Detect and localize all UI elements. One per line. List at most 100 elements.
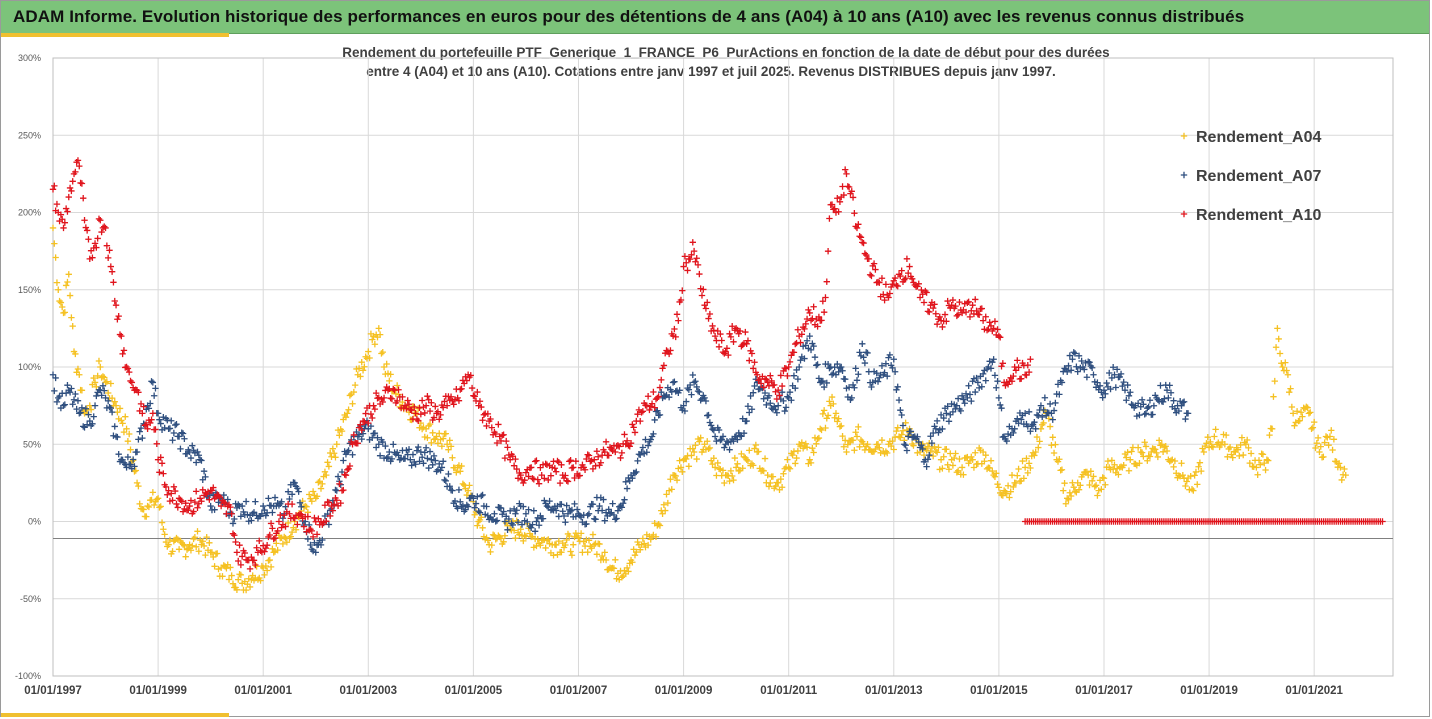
data-point — [648, 400, 656, 407]
data-point — [143, 513, 150, 520]
data-point — [996, 401, 1004, 409]
data-point — [206, 496, 213, 503]
data-point — [975, 311, 983, 318]
data-point — [715, 343, 723, 350]
data-point — [171, 487, 179, 495]
data-point — [270, 549, 277, 556]
data-point — [722, 348, 729, 355]
data-point — [1039, 413, 1046, 421]
data-point — [233, 549, 241, 556]
data-point — [97, 363, 104, 371]
data-point — [304, 535, 312, 543]
data-point — [852, 429, 859, 436]
data-point — [527, 524, 535, 531]
data-point — [403, 405, 410, 412]
data-point — [1025, 408, 1033, 416]
data-point — [918, 286, 925, 294]
data-point — [760, 384, 767, 391]
data-point — [717, 330, 724, 338]
data-point — [777, 372, 785, 379]
data-point — [901, 276, 908, 283]
data-point — [709, 322, 716, 330]
data-point — [1211, 433, 1218, 440]
data-point — [170, 483, 178, 491]
data-point — [428, 439, 435, 447]
data-point — [106, 404, 113, 411]
data-point — [357, 421, 364, 428]
data-point — [501, 532, 509, 539]
data-point — [894, 383, 901, 391]
data-point — [718, 436, 725, 443]
data-point — [878, 437, 886, 444]
data-point — [954, 311, 962, 318]
data-point — [241, 549, 249, 557]
data-point — [263, 541, 271, 549]
data-point — [74, 397, 82, 404]
data-point — [1157, 442, 1164, 449]
data-point — [524, 518, 531, 526]
data-point — [66, 184, 74, 192]
data-point — [409, 402, 417, 410]
data-point — [785, 363, 792, 371]
data-point — [644, 541, 652, 549]
data-point — [1040, 406, 1047, 414]
data-point — [924, 443, 932, 450]
data-point — [644, 393, 652, 400]
data-point — [1058, 379, 1066, 386]
data-point — [944, 297, 951, 305]
data-point — [104, 254, 112, 262]
data-point — [828, 201, 836, 208]
data-point — [774, 386, 782, 394]
data-point — [886, 290, 894, 297]
data-point — [179, 541, 187, 548]
data-point — [706, 419, 714, 426]
data-point — [487, 415, 494, 423]
data-point — [447, 393, 455, 400]
data-point — [690, 247, 698, 255]
data-point — [198, 457, 205, 464]
data-point — [943, 446, 950, 453]
data-point — [1035, 412, 1042, 419]
data-point — [961, 400, 968, 407]
data-point — [83, 227, 91, 234]
data-point — [182, 499, 189, 507]
data-point — [228, 510, 235, 517]
data-point — [1015, 465, 1022, 473]
data-point — [824, 247, 832, 255]
data-point — [660, 362, 668, 369]
data-point — [601, 448, 608, 456]
data-point — [429, 461, 436, 469]
data-point — [866, 271, 874, 278]
data-point — [479, 524, 486, 532]
data-point — [366, 354, 373, 362]
data-point — [160, 526, 167, 533]
data-point — [229, 520, 237, 527]
data-point — [735, 467, 742, 475]
data-point — [594, 453, 602, 460]
data-point — [778, 382, 786, 390]
data-point — [730, 438, 737, 445]
data-point — [1270, 393, 1277, 400]
data-point — [317, 485, 325, 492]
data-point — [857, 234, 865, 241]
data-point — [701, 394, 708, 402]
data-point — [719, 433, 727, 440]
data-point — [956, 298, 963, 306]
data-point — [924, 456, 932, 463]
data-point — [895, 396, 903, 404]
data-point — [82, 405, 90, 412]
data-point — [864, 441, 871, 448]
data-point — [865, 255, 873, 263]
data-point — [588, 545, 595, 552]
y-tick-label: -50% — [20, 594, 41, 604]
data-point — [390, 385, 397, 393]
y-tick-label: 100% — [18, 362, 41, 372]
data-point — [1006, 494, 1013, 501]
data-point — [610, 511, 618, 519]
data-point — [157, 503, 164, 510]
data-point — [996, 334, 1004, 341]
data-point — [404, 397, 411, 404]
data-point — [1050, 407, 1058, 414]
y-tick-label: 150% — [18, 285, 41, 295]
